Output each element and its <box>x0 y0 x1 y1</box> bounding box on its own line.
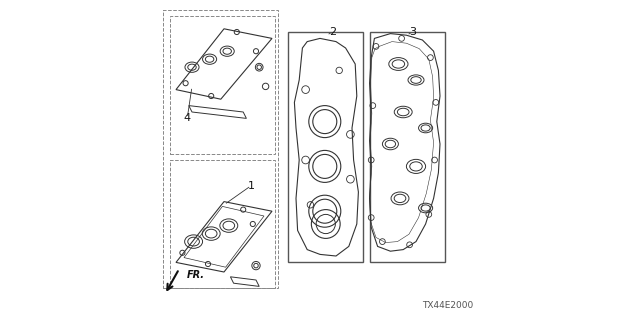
Text: FR.: FR. <box>187 270 205 280</box>
Text: 2: 2 <box>329 27 337 37</box>
Text: 1: 1 <box>248 180 255 191</box>
Text: TX44E2000: TX44E2000 <box>422 301 474 310</box>
Text: 4: 4 <box>184 113 191 124</box>
Text: 3: 3 <box>410 27 416 37</box>
